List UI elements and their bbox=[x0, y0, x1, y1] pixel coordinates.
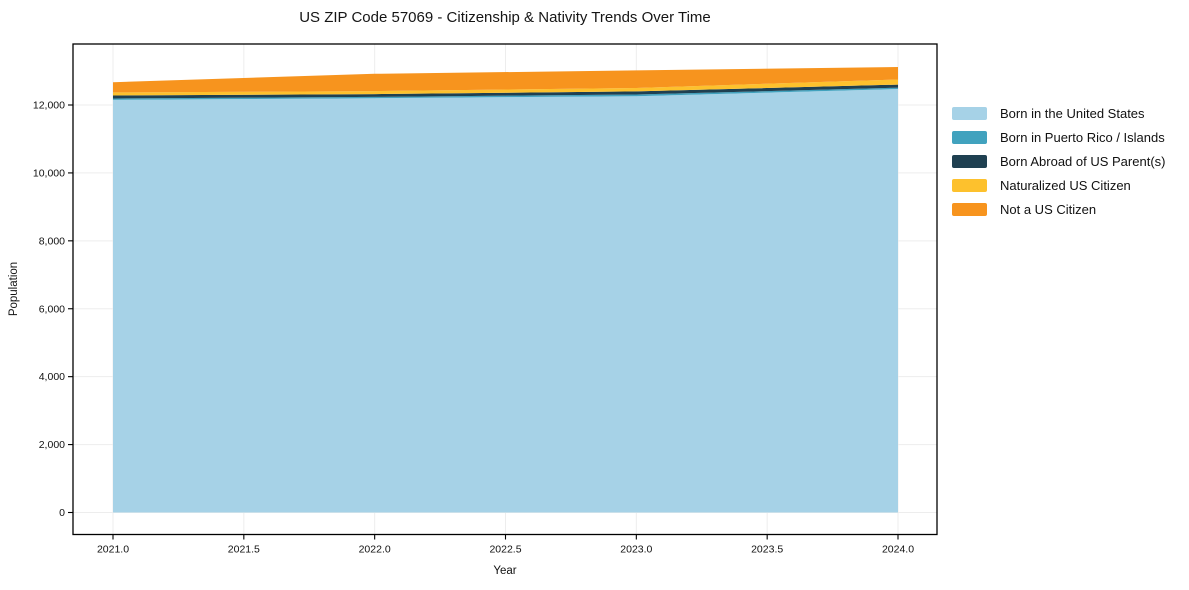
legend-swatch-naturalized bbox=[952, 178, 987, 192]
area-series-born-abroad-of-us-parent-s- bbox=[113, 84, 898, 99]
y-tick-label: 8,000 bbox=[39, 235, 65, 247]
plot-border bbox=[72, 43, 938, 536]
x-tick-label: 2023.5 bbox=[751, 544, 783, 556]
legend-label: Naturalized US Citizen bbox=[1000, 177, 1131, 193]
x-tick-label: 2021.5 bbox=[228, 544, 260, 556]
y-tick-label: 2,000 bbox=[39, 439, 65, 451]
legend-swatch-not-citizen bbox=[952, 202, 987, 216]
area-series-born-in-the-united-states bbox=[113, 89, 898, 513]
x-axis-label: Year bbox=[493, 565, 517, 577]
legend-item: Born Abroad of US Parent(s) bbox=[952, 149, 1165, 173]
legend-item: Naturalized US Citizen bbox=[952, 173, 1165, 197]
legend-item: Not a US Citizen bbox=[952, 197, 1165, 221]
x-tick-label: 2022.0 bbox=[359, 544, 391, 556]
y-tick-label: 12,000 bbox=[33, 100, 65, 112]
y-tick-label: 0 bbox=[59, 507, 65, 519]
x-tick-label: 2022.5 bbox=[489, 544, 521, 556]
legend-item: Born in the United States bbox=[952, 101, 1165, 125]
chart-title: US ZIP Code 57069 - Citizenship & Nativi… bbox=[299, 9, 711, 26]
area-series-born-in-puerto-rico-islands bbox=[113, 87, 898, 100]
legend: Born in the United States Born in Puerto… bbox=[952, 101, 1165, 221]
x-tick-label: 2023.0 bbox=[620, 544, 652, 556]
area-series-naturalized-us-citizen bbox=[113, 79, 898, 96]
x-tick-label: 2024.0 bbox=[882, 544, 914, 556]
legend-swatch-born-in-us bbox=[952, 106, 987, 120]
x-tick-label: 2021.0 bbox=[97, 544, 129, 556]
y-tick-label: 10,000 bbox=[33, 167, 65, 179]
area-series-not-a-us-citizen bbox=[113, 67, 898, 93]
legend-swatch-born-abroad bbox=[952, 154, 987, 168]
legend-label: Born in Puerto Rico / Islands bbox=[1000, 129, 1165, 145]
y-tick-label: 6,000 bbox=[39, 303, 65, 315]
legend-label: Born Abroad of US Parent(s) bbox=[1000, 153, 1166, 169]
y-axis-label: Population bbox=[8, 261, 20, 317]
legend-label: Not a US Citizen bbox=[1000, 201, 1097, 217]
y-tick-label: 4,000 bbox=[39, 371, 65, 383]
legend-label: Born in the United States bbox=[1000, 105, 1145, 121]
legend-swatch-born-in-puerto-rico bbox=[952, 130, 987, 144]
legend-item: Born in Puerto Rico / Islands bbox=[952, 125, 1165, 149]
